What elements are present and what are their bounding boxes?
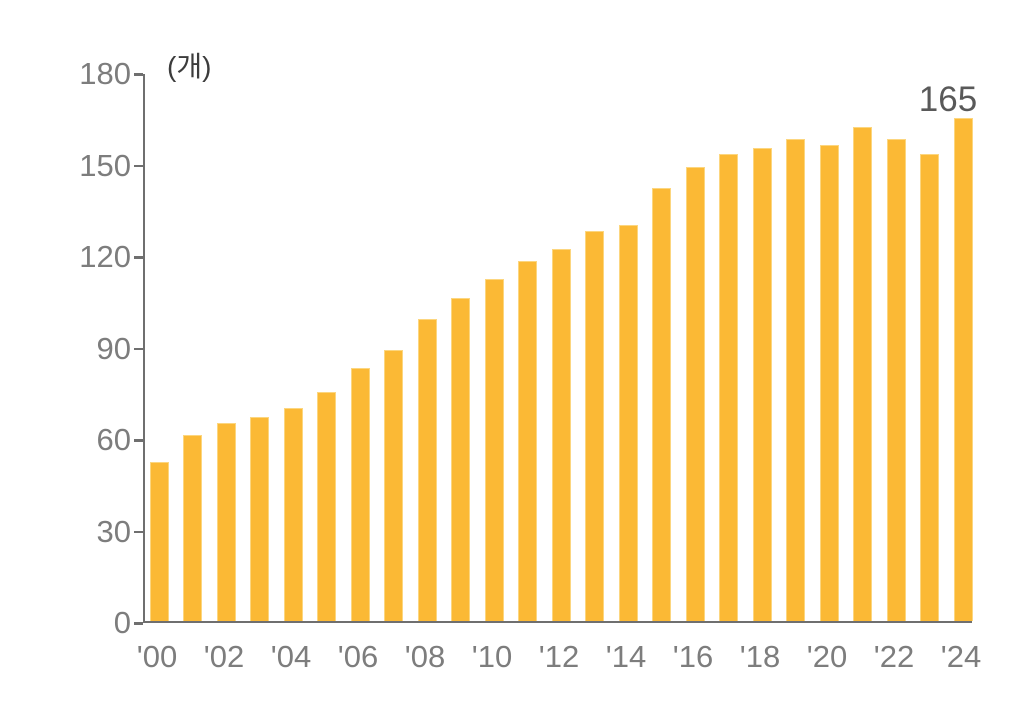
bar-y22 [886,139,906,621]
bar-y01 [183,434,202,621]
y-tick-mark-60 [134,439,143,442]
x-tick-label-y02: '02 [203,639,245,674]
bar-y23 [920,154,939,621]
x-tick-label-y10: '10 [471,639,513,674]
bar-y08 [417,319,437,621]
bar-y12 [551,248,571,621]
bar-y13 [585,230,604,621]
x-tick-label-y06: '06 [337,639,379,674]
x-tick-label-y14: '14 [605,639,647,674]
bar-y19 [786,139,805,621]
bar-y00 [149,462,169,621]
x-tick-label-y00: '00 [136,639,178,674]
y-axis-unit-label: (개) [167,51,212,82]
bar-y02 [216,422,236,621]
x-tick-label-y18: '18 [739,639,781,674]
bar-y11 [518,261,537,621]
y-tick-mark-90 [134,347,143,350]
bar-y07 [384,349,403,621]
y-tick-mark-0 [134,622,143,625]
x-tick-label-y12: '12 [538,639,580,674]
y-tick-mark-180 [134,73,143,76]
y-tick-mark-30 [134,530,143,533]
bar-y18 [752,148,772,621]
bar-y24 [953,117,973,621]
x-tick-label-y20: '20 [806,639,848,674]
y-tick-label-150: 150 [79,147,131,183]
bar-y10 [484,279,504,621]
plot-area [143,74,973,623]
bar-y21 [853,126,872,621]
x-tick-label-y24: '24 [940,639,982,674]
bar-y05 [317,392,336,621]
y-tick-mark-150 [134,164,143,167]
y-tick-label-0: 0 [113,605,131,640]
y-tick-label-60: 60 [96,422,131,457]
bar-y20 [819,145,839,621]
bar-y16 [685,166,705,621]
bar-value-label: 165 [918,79,978,119]
bar-y14 [618,224,638,621]
y-tick-label-180: 180 [79,56,131,91]
bar-y15 [652,187,671,621]
y-tick-label-90: 90 [96,330,131,366]
y-tick-label-120: 120 [79,239,131,274]
y-tick-label-30: 30 [96,513,131,549]
x-tick-label-y22: '22 [873,639,915,674]
bar-y04 [283,407,303,621]
y-tick-mark-120 [134,256,143,259]
x-tick-label-y08: '08 [404,639,446,674]
bar-y17 [719,154,738,621]
x-tick-label-y16: '16 [672,639,714,674]
bar-y06 [350,367,370,621]
x-tick-label-y04: '04 [270,639,312,674]
bar-y03 [250,416,269,621]
bar-y09 [451,297,470,621]
